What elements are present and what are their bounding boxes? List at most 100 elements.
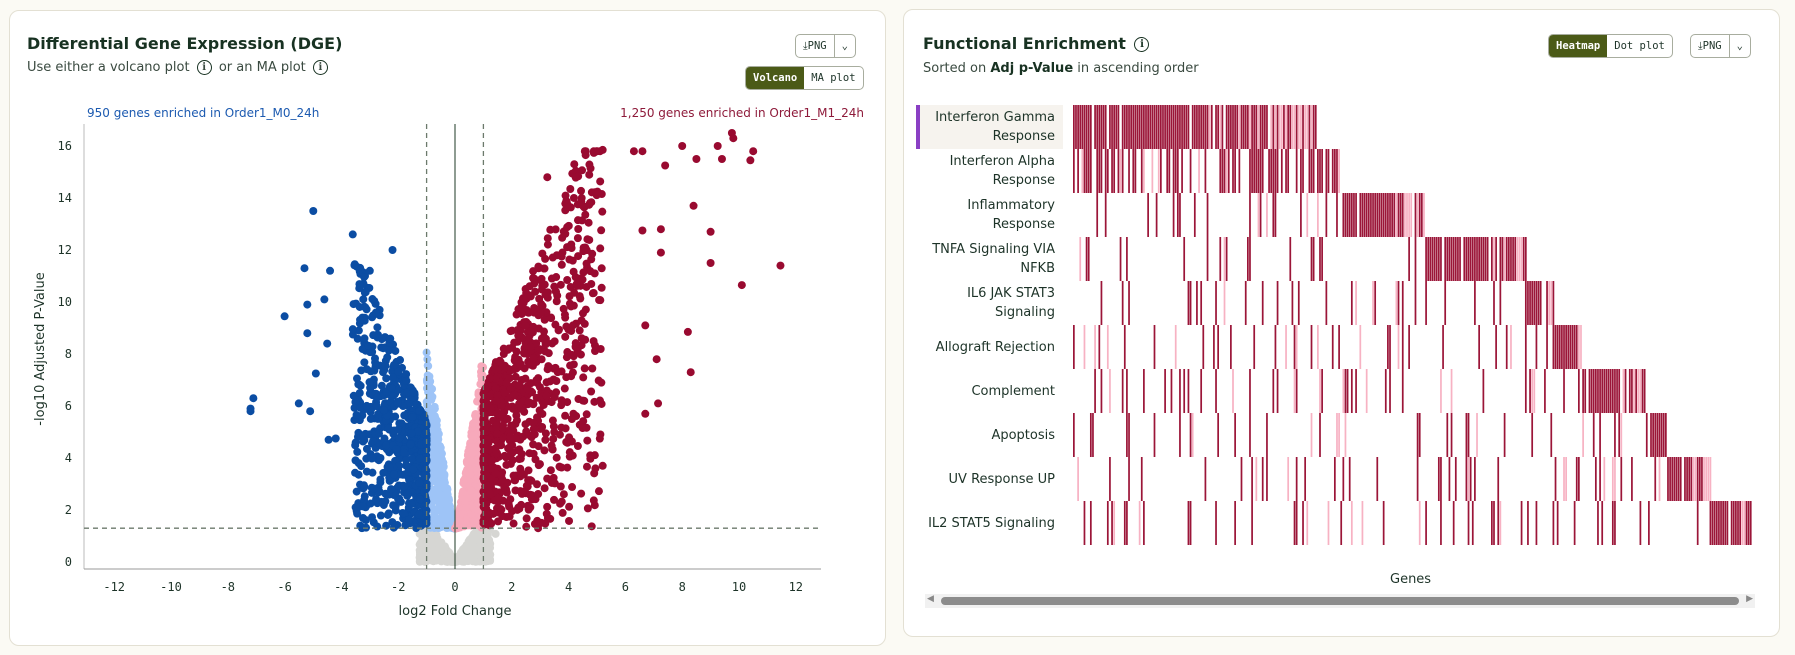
heatmap-cell (1639, 501, 1642, 545)
heatmap-cell (1251, 457, 1253, 501)
heatmap-cell (1189, 149, 1192, 193)
heatmap-cell (1302, 501, 1304, 545)
heatmap-row-label[interactable]: UV Response UP (923, 457, 1063, 501)
heatmap-cell (1215, 105, 1217, 149)
heatmap-cell (1193, 105, 1196, 149)
heatmap-cell (1431, 237, 1434, 281)
heatmap-cell (1261, 105, 1264, 149)
heatmap-cell (1452, 237, 1455, 281)
heatmap-cell (1408, 237, 1410, 281)
horizontal-scrollbar[interactable]: ◀ ▶ (925, 594, 1755, 608)
heatmap-cell (1747, 501, 1750, 545)
heatmap-cell (1374, 193, 1377, 237)
heatmap-cell (1565, 325, 1567, 369)
heatmap-cell (1391, 193, 1394, 237)
export-dropdown-button[interactable]: ⌄ (833, 35, 855, 57)
scroll-left-arrow[interactable]: ◀ (927, 594, 934, 604)
heatmap-cell (1495, 237, 1497, 281)
heatmap-cell (1382, 501, 1385, 545)
heatmap-cell (1140, 105, 1143, 149)
heatmap-cell (1217, 325, 1220, 369)
heatmap-cell (1372, 281, 1374, 325)
heatmap-cell (1618, 369, 1621, 413)
heatmap-cell (1221, 149, 1224, 193)
heatmap-cell (1448, 237, 1451, 281)
heatmap-cell (1073, 325, 1075, 369)
heatmap-cell (1147, 193, 1149, 237)
toggle-heatmap[interactable]: Heatmap (1549, 35, 1608, 57)
heatmap-cell (1531, 281, 1534, 325)
heatmap-cell (1548, 281, 1551, 325)
heatmap-cell (1522, 237, 1525, 281)
heatmap-row-label[interactable]: Interferon Gamma Response (916, 105, 1063, 149)
heatmap-row-label[interactable]: Apoptosis (923, 413, 1063, 457)
heatmap-row-label[interactable]: IL2 STAT5 Signaling (923, 501, 1063, 545)
heatmap-cell (1552, 325, 1555, 369)
heatmap-cell (1735, 501, 1737, 545)
heatmap-row-label[interactable]: Allograft Rejection (923, 325, 1063, 369)
heatmap-cell (1302, 149, 1304, 193)
heatmap-row-label[interactable]: Interferon Alpha Response (923, 149, 1063, 193)
heatmap-cell (1126, 105, 1128, 149)
heatmap-cell (1287, 149, 1290, 193)
heatmap-cell (1698, 457, 1701, 501)
heatmap-cell (1176, 105, 1179, 149)
heatmap-cell (1111, 105, 1113, 149)
info-icon[interactable]: i (1134, 37, 1150, 52)
heatmap-cell (1350, 501, 1353, 545)
heatmap-row-label[interactable]: Inflammatory Response (923, 193, 1063, 237)
heatmap-cell (1531, 369, 1534, 413)
up-enriched-note: 1,250 genes enriched in Order1_M1_24h (620, 106, 864, 120)
heatmap-row-label[interactable]: TNFA Signaling VIA NFKB (923, 237, 1063, 281)
info-icon[interactable]: i (196, 60, 212, 75)
heatmap-cell (1510, 237, 1512, 281)
heatmap-cell (1622, 369, 1625, 413)
toggle-ma-plot[interactable]: MA plot (811, 72, 856, 84)
heatmap-cell (1611, 457, 1614, 501)
png-download-button[interactable]: ⤓ PNG (803, 39, 827, 53)
chevron-down-icon: ⌄ (1736, 40, 1743, 52)
export-dropdown-button[interactable]: ⌄ (1728, 35, 1750, 57)
heatmap-cell (1516, 237, 1519, 281)
heatmap-cell (1397, 325, 1400, 369)
heatmap-cell (1306, 105, 1309, 149)
heatmap-cell (1556, 501, 1559, 545)
heatmap-cell (1372, 193, 1374, 237)
heatmap-cell (1219, 149, 1222, 193)
heatmap-cell (1611, 369, 1614, 413)
heatmap-cell (1249, 237, 1251, 281)
heatmap-cell (1607, 369, 1610, 413)
heatmap-cell (1147, 105, 1149, 149)
heatmap-cell (1225, 149, 1228, 193)
heatmap-cell (1344, 193, 1347, 237)
heatmap-cell (1268, 149, 1270, 193)
heatmap-cell (1198, 149, 1200, 193)
heatmap-cell (1597, 369, 1599, 413)
heatmap-cell (1266, 413, 1268, 457)
heatmap-row-label[interactable]: IL6 JAK STAT3 Signaling (923, 281, 1063, 325)
heatmap-cell (1348, 193, 1351, 237)
info-icon[interactable]: i (312, 60, 328, 75)
heatmap-cell (1505, 325, 1508, 369)
heatmap-cell (1168, 149, 1171, 193)
heatmap-cell (1221, 105, 1224, 149)
heatmap-cell (1418, 501, 1421, 545)
toggle-dot-plot[interactable]: Dot plot (1614, 40, 1665, 52)
scroll-right-arrow[interactable]: ▶ (1746, 594, 1753, 604)
toggle-volcano[interactable]: Volcano (746, 67, 805, 89)
heatmap-cell (1594, 369, 1597, 413)
heatmap-cell (1609, 369, 1612, 413)
heatmap-cell (1115, 105, 1118, 149)
heatmap-cell (1251, 149, 1253, 193)
heatmap-cell (1234, 413, 1236, 457)
heatmap-cell (1355, 281, 1357, 325)
heatmap-cell (1382, 193, 1385, 237)
scrollbar-thumb[interactable] (941, 597, 1739, 605)
heatmap-cell (1153, 413, 1156, 457)
heatmap-cell (1524, 325, 1527, 369)
heatmap-cell (1531, 413, 1534, 457)
heatmap-cell (1440, 369, 1442, 413)
heatmap-row-label[interactable]: Complement (923, 369, 1063, 413)
png-download-button[interactable]: ⤓ PNG (1698, 39, 1722, 53)
heatmap-cell (1143, 105, 1145, 149)
